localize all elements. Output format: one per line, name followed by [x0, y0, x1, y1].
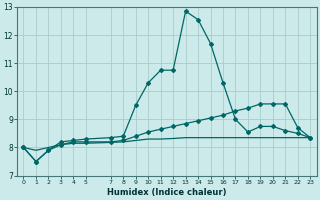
X-axis label: Humidex (Indice chaleur): Humidex (Indice chaleur): [107, 188, 227, 197]
